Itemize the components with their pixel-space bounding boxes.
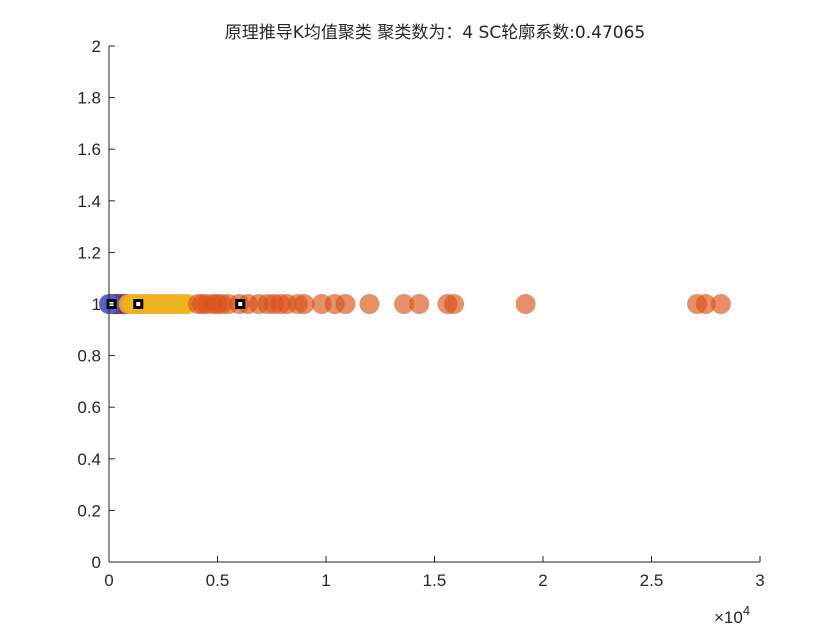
centroid-marker xyxy=(235,299,246,309)
data-point xyxy=(335,294,356,314)
y-tick-label: 0.6 xyxy=(77,398,101,417)
x-tick-label: 3 xyxy=(755,571,764,590)
x-tick-label: 1.5 xyxy=(423,571,447,590)
x-tick-label: 0.5 xyxy=(206,571,230,590)
chart-title: 原理推导K均值聚类 聚类数为：4 SC轮廓系数:0.47065 xyxy=(225,23,645,43)
data-point xyxy=(515,294,536,314)
data-point xyxy=(695,294,716,314)
x-tick-label: 2 xyxy=(538,571,547,590)
centroid-marker xyxy=(133,299,144,309)
x-tick-label: 1 xyxy=(321,571,330,590)
y-tick-label: 0 xyxy=(92,553,101,572)
data-point xyxy=(710,294,731,314)
data-point xyxy=(294,294,315,314)
y-tick-label: 0.4 xyxy=(77,450,101,469)
data-point xyxy=(409,294,430,314)
y-tick-label: 0.2 xyxy=(77,501,101,520)
y-tick-label: 1 xyxy=(92,295,101,314)
axes: 0 0.2 0.4 0.6 0.8 1 1.2 1.4 1.6 1.8 2 0 0.5 1 1.5 2 2.5 3 xyxy=(77,37,764,590)
data-point xyxy=(444,294,465,314)
y-tick-label: 0.8 xyxy=(77,347,101,366)
y-tick-label: 1.6 xyxy=(77,140,101,159)
x-axis-exponent: ×104 xyxy=(714,603,750,627)
y-tick-label: 1.4 xyxy=(77,192,101,211)
y-tick-label: 1.2 xyxy=(77,243,101,262)
y-tick-label: 2 xyxy=(92,37,101,56)
y-tick-label: 1.8 xyxy=(77,89,101,108)
data-point xyxy=(359,294,380,314)
data-point xyxy=(394,294,415,314)
x-tick-label: 2.5 xyxy=(640,571,664,590)
data-points xyxy=(99,294,731,314)
x-tick-label: 0 xyxy=(104,571,113,590)
